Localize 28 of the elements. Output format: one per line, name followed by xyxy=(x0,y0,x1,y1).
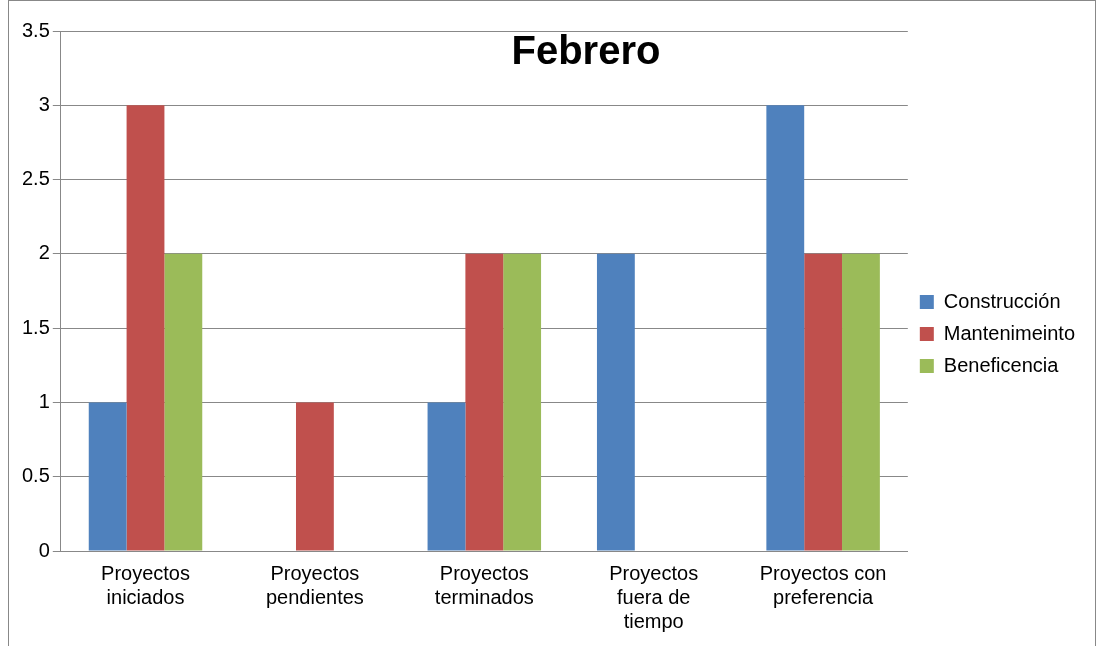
y-tick-label: 1 xyxy=(38,389,50,412)
bar xyxy=(842,253,880,551)
legend-label: Beneficencia xyxy=(943,353,1060,376)
x-tick-label: Proyectos con preferencia xyxy=(759,561,887,608)
bar xyxy=(427,402,466,551)
bar xyxy=(804,253,843,551)
y-tick-label: 2 xyxy=(38,241,50,264)
bar xyxy=(164,253,203,551)
y-tick-label: 3.5 xyxy=(21,18,50,41)
y-tick-label: 2.5 xyxy=(21,167,50,190)
bar xyxy=(596,253,635,551)
bar xyxy=(88,402,127,551)
bar xyxy=(465,253,504,551)
x-tick-label: Proyectos pendientes xyxy=(265,561,364,608)
y-tick-label: 1.5 xyxy=(21,315,50,338)
x-tick-label: Proyectos terminados xyxy=(434,561,534,608)
y-tick-label: 0.5 xyxy=(21,464,50,487)
bar xyxy=(503,253,542,551)
legend-label: Construcción xyxy=(943,289,1061,312)
legend-label: Mantenimeinto xyxy=(943,321,1076,344)
chart-title: Febrero xyxy=(511,28,661,73)
bar xyxy=(126,105,165,551)
y-tick-label: 0 xyxy=(38,538,50,561)
x-tick-label: Proyectos iniciados xyxy=(101,561,190,608)
x-tick-label: Proyectos fuera de tiempo xyxy=(609,561,699,632)
y-tick-label: 3 xyxy=(38,92,50,115)
bar xyxy=(766,105,805,551)
bar xyxy=(295,402,334,551)
